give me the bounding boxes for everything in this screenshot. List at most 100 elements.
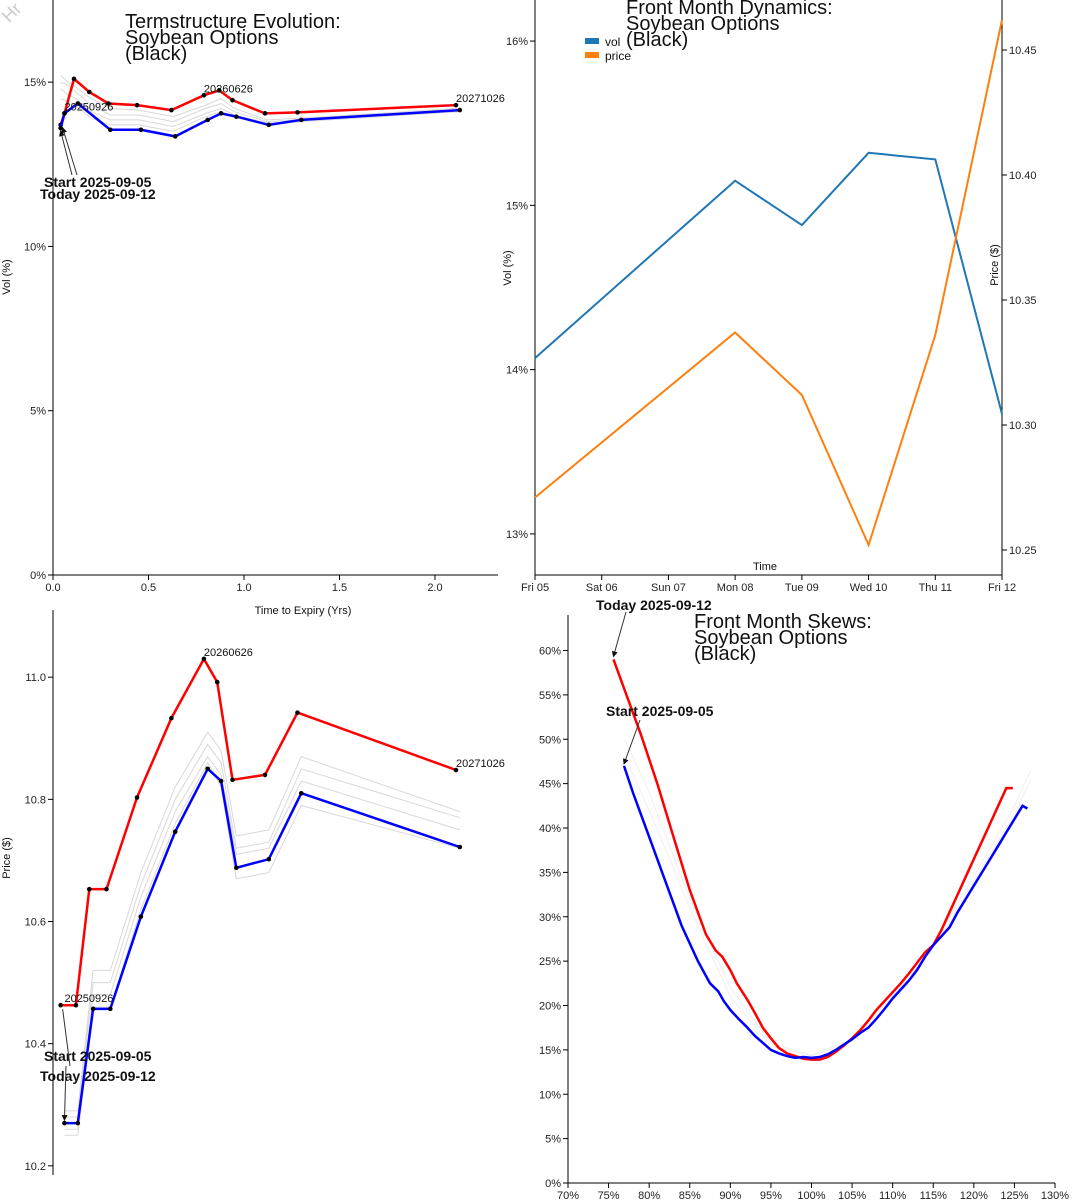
data-point [295,710,300,715]
chart-title-line: (Black) [694,643,756,665]
y-tick-label: 15% [506,200,528,212]
expiry-label: 20250926 [64,993,113,1005]
data-point [73,1002,79,1008]
legend-price-swatch [585,52,599,58]
y-tick-label: 10.2 [25,1161,46,1173]
chart-title-line: Soybean Options [626,13,779,35]
y-tick-label: 10% [539,1089,561,1101]
data-point [205,117,210,123]
x-tick-label: 2.0 [427,582,442,594]
data-point [457,844,463,850]
data-point [138,127,144,133]
y-tick-label: 0% [30,570,46,582]
start-price-curve [64,766,461,1125]
data-point [107,127,113,133]
data-point [201,656,207,662]
data-point [86,886,92,892]
history-curve [60,75,458,121]
data-point [58,1002,63,1008]
data-point [453,767,459,773]
x-tick-label: Tue 09 [785,582,819,594]
x-tick-label: 1.0 [236,582,251,594]
expiry-label: 20260626 [204,83,253,95]
x-tick-label: 130% [1041,1190,1069,1200]
x-tick-label: 105% [838,1190,866,1200]
watermark-text: Hr [0,0,25,26]
y2-axis-title: Price ($) [989,244,1001,286]
y-tick-label: 10.4 [25,1039,46,1051]
legend-vol-label: vol [605,35,620,49]
chart-title-line: (Black) [125,43,187,65]
start-arrow [61,1065,68,1122]
y-tick-label: 60% [539,646,561,658]
y-tick-label: 14% [506,365,528,377]
x-tick-label: Thu 11 [919,582,952,594]
data-point [266,122,272,128]
history-skew [624,739,1032,1056]
today-annotation: Today 2025-09-12 [40,186,156,202]
data-point [218,778,224,784]
start-annotation: Start 2025-09-05 [44,1048,152,1064]
data-point [71,76,77,82]
y-tick-label: 20% [539,1001,561,1013]
start-skew-curve [622,765,1029,1060]
y-tick-label: 55% [539,690,561,702]
legend-price-label: price [605,49,631,63]
y-tick-label: 13% [506,529,528,541]
x-tick-label: Mon 08 [717,582,754,594]
x-tick-label: 100% [797,1190,825,1200]
data-point [86,89,92,95]
data-point [134,795,140,800]
y-tick-label: 10% [24,241,46,253]
data-point [234,865,239,871]
y-tick-label: 16% [506,36,528,48]
legend-vol-swatch [585,38,599,44]
data-point [104,886,109,892]
today-annotation: Today 2025-09-12 [40,1068,156,1084]
expiry-label: 20250926 [64,101,113,113]
data-point [75,1120,81,1126]
y-tick-label: 40% [539,823,561,835]
x-tick-label: 70% [557,1190,579,1200]
x-tick-label: 110% [879,1190,907,1200]
data-point [169,107,174,113]
expiry-label: 20260626 [204,647,253,659]
data-point [106,101,111,106]
price-line [534,19,1003,548]
y-tick-label: 11.0 [25,672,46,684]
y-tick-label: 0% [545,1178,561,1190]
history-curve [60,81,458,123]
data-point [172,134,178,139]
y2-tick-label: 10.30 [1009,420,1037,432]
data-point [62,1120,67,1126]
y2-tick-label: 10.40 [1009,170,1037,182]
today-skew-curve [612,658,1013,1061]
vol-line [534,151,1003,415]
data-point [216,88,222,93]
today-arrow [611,611,627,658]
data-point [230,97,235,103]
data-point [457,107,463,113]
data-point [266,856,272,862]
chart-title-line: (Black) [626,29,688,51]
history-curve [64,755,460,1130]
front-month-skews-chart: 0% 5% 10% 15% 20% 25% 30% 35% 40% 45% 50% 55% 60% 70%… [539,597,1069,1200]
today-arrow [61,126,78,176]
x-tick-label: Sat 06 [586,582,618,594]
y-axis-title: Price ($) [1,837,13,879]
x-tick-label: 0.5 [141,582,156,594]
expiry-label: 20271026 [456,93,505,105]
data-point [62,111,67,116]
chart-title-line: Front Month Skews: [694,611,872,633]
history-curve [64,731,460,1112]
x-tick-label: Fri 05 [521,582,549,594]
x-tick-label: 115% [920,1190,948,1200]
data-point [214,679,220,685]
y-tick-label: 5% [30,406,46,418]
y-tick-label: 15% [539,1045,561,1057]
data-point [230,777,235,783]
x-tick-label: 120% [960,1190,988,1200]
data-point [262,772,268,778]
data-point [107,1006,113,1012]
